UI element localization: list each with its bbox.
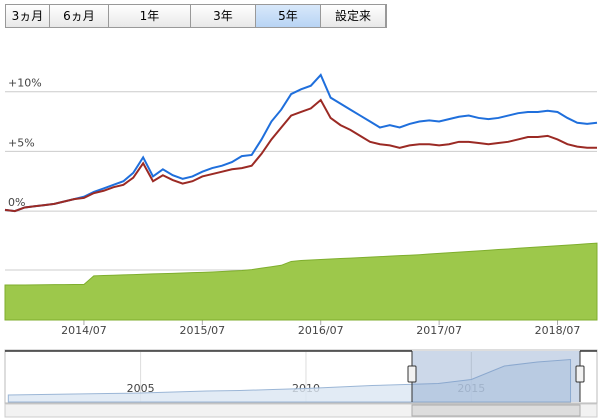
navigator-handle[interactable] <box>407 365 417 383</box>
range-button[interactable]: 3ヵ月 <box>6 5 50 27</box>
scrollbar-thumb[interactable] <box>411 404 581 417</box>
line <box>4 98 597 213</box>
range-button[interactable]: 1年 <box>109 5 191 27</box>
range-buttons: 3ヵ月 6ヵ月 1年 3年 5年 設定来 <box>5 4 387 28</box>
line <box>4 73 598 213</box>
x-tick-label: 2014/07 <box>61 324 107 337</box>
y-tick-label: +10% <box>8 77 42 90</box>
x-tick-label: 2018/07 <box>535 324 581 337</box>
x-tick-label: 2015/07 <box>179 324 225 337</box>
range-button[interactable]: 5年 <box>256 5 321 27</box>
x-tick-label: 2017/07 <box>416 324 462 337</box>
navigator-area <box>7 358 572 403</box>
range-button[interactable]: 3年 <box>191 5 256 27</box>
navigator-frame <box>4 349 598 404</box>
range-button[interactable]: 設定来 <box>321 5 386 27</box>
x-tick-label: 2016/07 <box>298 324 344 337</box>
range-button[interactable]: 6ヵ月 <box>50 5 109 27</box>
y-tick-label: +5% <box>8 136 35 149</box>
y-tick-label: 0% <box>8 196 25 209</box>
navigator-selection <box>412 351 580 402</box>
navigator-label: 2005 <box>127 382 155 395</box>
navigator-handle[interactable] <box>575 365 585 383</box>
area <box>4 242 598 321</box>
